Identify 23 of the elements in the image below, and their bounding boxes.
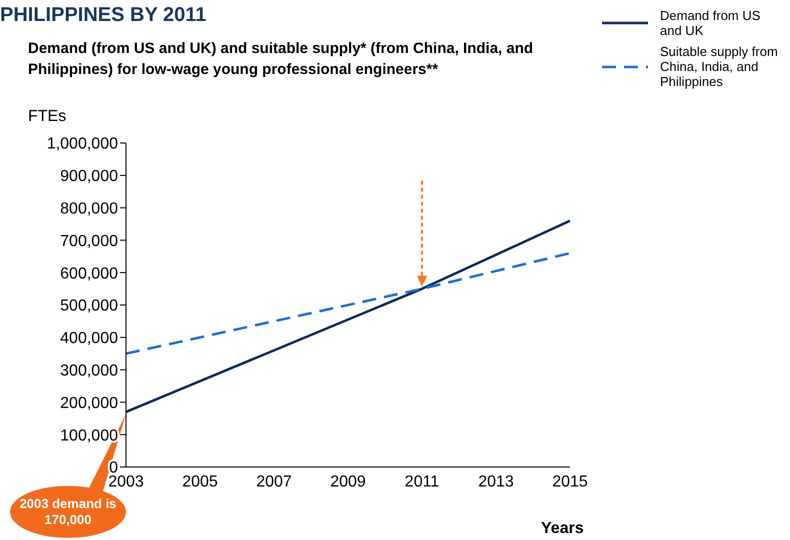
x-tick-label: 2009 [330, 473, 366, 490]
y-axis-title: FTEs [28, 108, 66, 126]
x-tick-label: 2013 [478, 473, 514, 490]
legend-label: Demand from US and UK [660, 8, 762, 38]
chart-title: PHILIPPINES BY 2011 [0, 4, 206, 27]
y-tick-label: 900,000 [60, 168, 118, 186]
chart-subtitle: Demand (from US and UK) and suitable supply* (from China, India, and Philippines) for low-wage young professional engineers** [28, 39, 534, 80]
x-tick-label: 2005 [182, 473, 218, 490]
annotation: 2003 demand is 170,000 [18, 496, 118, 528]
y-tick-label: 1,000,000 [46, 136, 118, 153]
y-tick-label: 300,000 [60, 362, 118, 380]
x-tick-label: 2007 [256, 473, 292, 490]
x-tick-label: 2015 [552, 473, 588, 490]
x-axis-title: Years [541, 520, 584, 538]
y-tick-label: 500,000 [60, 298, 118, 315]
y-tick-label: 600,000 [60, 265, 118, 282]
x-tick-label: 2011 [404, 473, 440, 490]
y-tick-label: 400,000 [60, 330, 118, 348]
legend-label: Suitable supply from China, India, and Philippines [660, 44, 779, 89]
y-tick-label: 200,000 [60, 394, 118, 412]
y-tick-label: 700,000 [60, 232, 118, 250]
y-tick-label: 800,000 [60, 200, 118, 218]
x-tick-label: 2003 [108, 473, 144, 490]
